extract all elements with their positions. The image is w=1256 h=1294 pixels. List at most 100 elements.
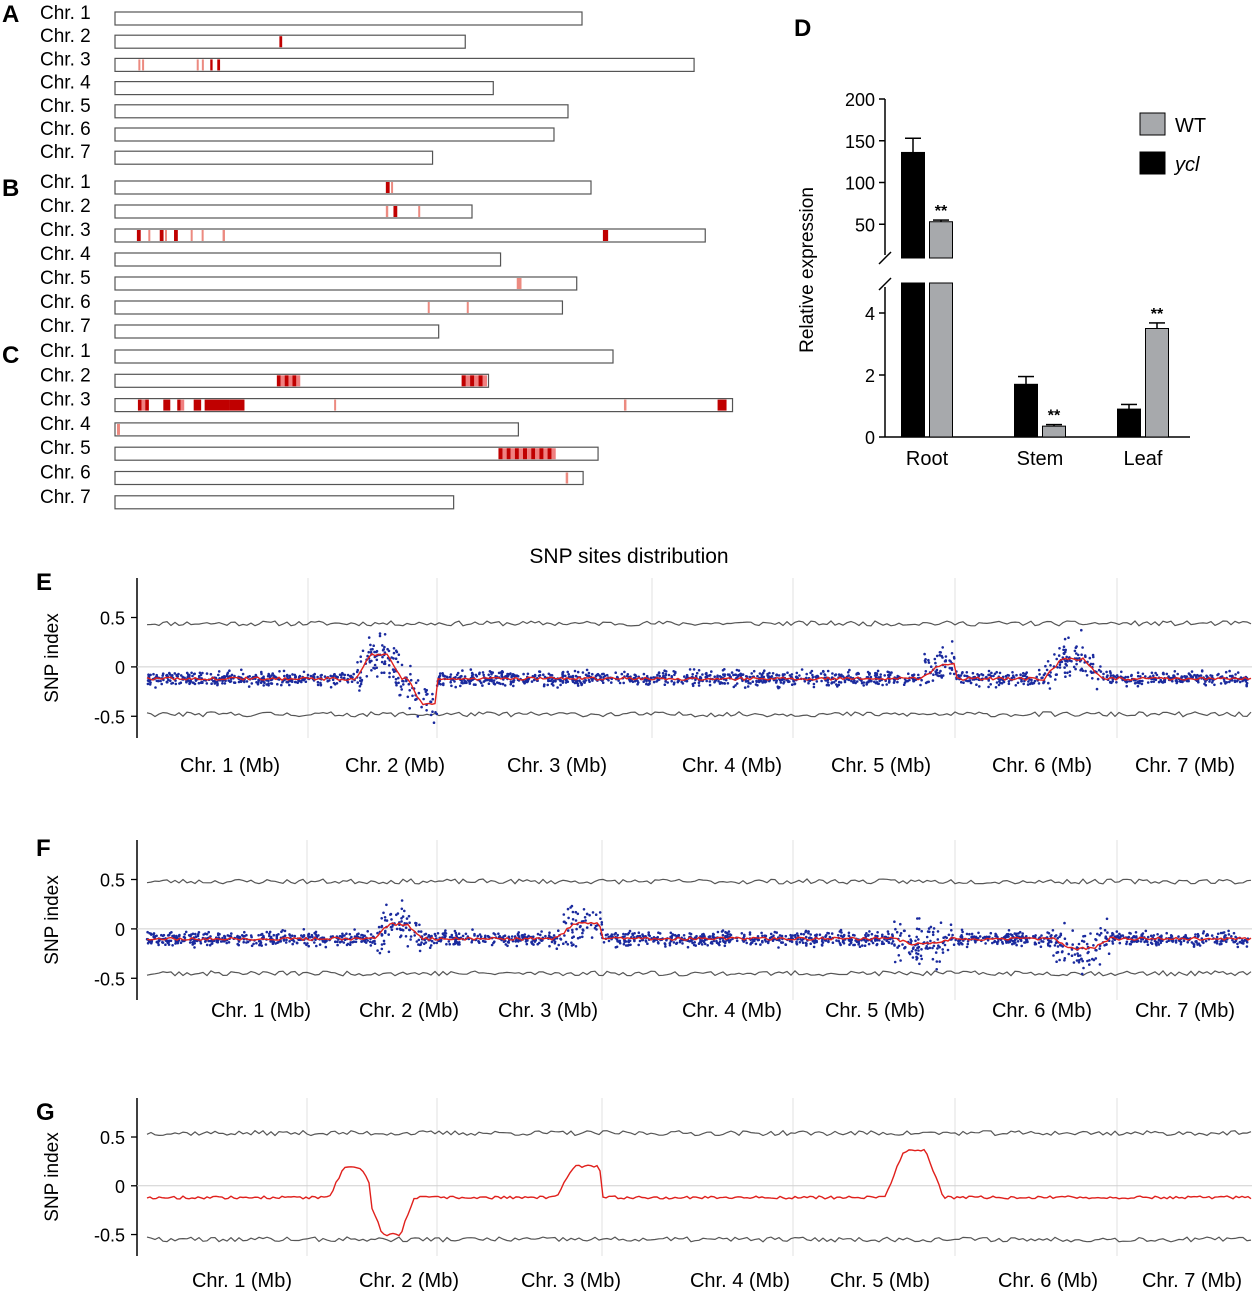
snp-point (968, 679, 971, 682)
snp-point (864, 935, 868, 938)
snp-point (857, 941, 861, 945)
snp-point (363, 934, 367, 938)
snp-point (173, 672, 177, 675)
snp-point (1107, 952, 1111, 955)
snp-point (581, 931, 584, 935)
chromosome-label: Chr. 4 (40, 73, 91, 94)
snp-point (931, 679, 935, 682)
snp-point (454, 685, 458, 689)
snp-point (360, 933, 363, 937)
snp-point (705, 679, 708, 683)
snp-point (739, 673, 742, 677)
snp-point (958, 943, 961, 946)
snp-point (831, 672, 834, 675)
snp-point (1156, 933, 1159, 936)
snp-point (875, 672, 879, 675)
snp-point (850, 938, 853, 941)
snp-point (394, 657, 398, 660)
snp-point (197, 931, 201, 934)
snp-point (815, 674, 819, 678)
legend-swatch (1139, 151, 1166, 175)
snp-point (927, 661, 931, 664)
snp-point (502, 935, 505, 938)
snp-point (1045, 668, 1049, 672)
snp-mark (177, 399, 181, 411)
snp-point (1098, 963, 1102, 966)
snp-point (886, 930, 890, 933)
snp-point (223, 682, 227, 685)
snp-point (1001, 942, 1005, 945)
snp-point (931, 933, 935, 937)
snp-point (618, 941, 622, 945)
snp-point (911, 956, 915, 959)
snp-point (1109, 674, 1113, 677)
snp-point (450, 684, 453, 688)
snp-point (1213, 940, 1217, 944)
snp-point (306, 942, 309, 945)
snp-index-line (146, 652, 1252, 706)
snp-point (504, 675, 507, 678)
snp-point (429, 700, 433, 704)
snp-point (202, 933, 205, 936)
snp-point (256, 682, 260, 686)
snp-point (1190, 670, 1194, 673)
snp-point (225, 941, 228, 945)
snp-point (1167, 675, 1170, 678)
snp-point (1121, 934, 1125, 937)
snp-point (978, 935, 982, 938)
snp-point (488, 670, 492, 673)
snp-point (230, 673, 234, 677)
snp-point (1115, 930, 1119, 933)
y-tick-label: -0.5 (94, 969, 125, 989)
snp-point (1061, 950, 1064, 953)
snp-point (1077, 942, 1081, 946)
snp-point (952, 943, 956, 946)
snp-point (881, 940, 884, 944)
snp-point (383, 660, 387, 663)
snp-point (836, 934, 840, 937)
snp-mark (427, 302, 430, 313)
snp-point (392, 651, 396, 655)
snp-point (854, 939, 857, 942)
snp-point (146, 679, 150, 682)
snp-point (1231, 938, 1234, 942)
snp-point (169, 679, 172, 682)
snp-point (360, 680, 363, 683)
snp-point (197, 681, 201, 685)
snp-point (380, 943, 384, 946)
snp-point (500, 670, 504, 673)
snp-point (1061, 656, 1065, 659)
snp-point (536, 942, 539, 946)
snp-point (380, 947, 384, 951)
snp-point (567, 673, 570, 676)
snp-point (775, 679, 778, 683)
snp-point (638, 939, 642, 943)
snp-point (272, 674, 276, 677)
snp-point (637, 943, 640, 947)
snp-point (1064, 650, 1067, 654)
y-axis-label: Relative expression (797, 187, 818, 353)
snp-point (449, 680, 453, 684)
snp-point (510, 674, 514, 678)
snp-point (294, 675, 297, 678)
x-category-label: Chr. 4 (Mb) (682, 755, 782, 777)
snp-point (800, 668, 804, 671)
snp-point (367, 650, 371, 654)
snp-point (1177, 935, 1180, 938)
snp-point (313, 931, 317, 935)
x-category-label: Chr. 6 (Mb) (992, 1000, 1092, 1022)
snp-point (1089, 662, 1093, 666)
snp-point (835, 939, 838, 942)
snp-point (257, 679, 261, 682)
snp-point (381, 644, 384, 647)
snp-point (708, 680, 712, 683)
snp-point (927, 927, 931, 930)
snp-point (382, 911, 385, 915)
snp-point (618, 939, 622, 943)
snp-point (570, 941, 573, 944)
snp-point (538, 670, 542, 673)
snp-point (487, 673, 491, 677)
snp-point (302, 678, 306, 682)
snp-point (1190, 675, 1194, 678)
snp-point (1106, 931, 1109, 934)
